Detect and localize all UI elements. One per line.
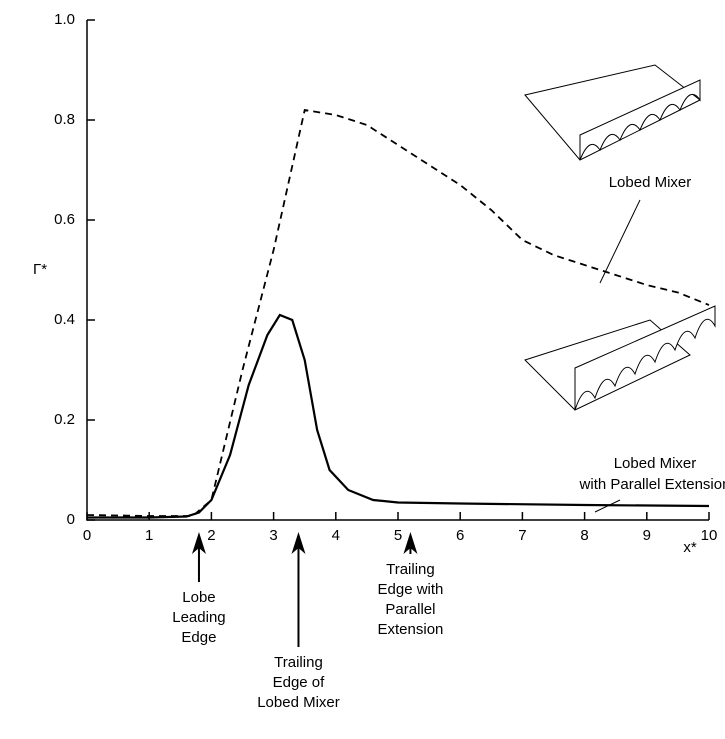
leader-line — [599, 199, 641, 284]
legend-label: Lobed Mixer — [614, 455, 697, 472]
annotation-text: Trailing — [386, 561, 435, 578]
arrow-head — [191, 532, 206, 554]
x-tick-label: 2 — [207, 527, 215, 544]
lobed-mixer-sketch — [524, 64, 701, 161]
x-tick-label: 3 — [269, 527, 277, 544]
y-tick-label: 0.4 — [54, 311, 75, 328]
extended-mixer-sketch — [524, 305, 716, 411]
annotation-text: Lobed Mixer — [257, 694, 340, 711]
x-tick-label: 5 — [394, 527, 402, 544]
legend-label: Lobed Mixer — [609, 174, 692, 191]
y-tick-label: 0 — [67, 511, 75, 528]
annotation-text: Parallel — [385, 601, 435, 618]
annotation-text: Edge of — [273, 674, 326, 691]
x-tick-label: 0 — [83, 527, 91, 544]
x-tick-label: 8 — [580, 527, 588, 544]
x-tick-label: 6 — [456, 527, 464, 544]
x-tick-label: 7 — [518, 527, 526, 544]
arrow-head — [291, 532, 306, 554]
y-tick-label: 0.2 — [54, 411, 75, 428]
x-tick-label: 10 — [701, 527, 718, 544]
annotation-text: Edge — [181, 629, 216, 646]
y-tick-label: 0.6 — [54, 211, 75, 228]
annotation-text: Leading — [172, 609, 225, 626]
x-tick-label: 9 — [643, 527, 651, 544]
y-tick-label: 0.8 — [54, 111, 75, 128]
x-tick-label: 1 — [145, 527, 153, 544]
arrow-head — [403, 532, 418, 554]
series-line — [87, 313, 710, 519]
legend-label: with Parallel Extension — [579, 476, 725, 493]
y-tick-label: 1.0 — [54, 11, 75, 28]
annotation-text: Trailing — [274, 654, 323, 671]
y-axis-label: Γ* — [33, 261, 47, 278]
annotation-text: Edge with — [378, 581, 444, 598]
annotation-text: Lobe — [182, 589, 215, 606]
x-tick-label: 4 — [332, 527, 340, 544]
series-line — [86, 108, 710, 517]
x-axis-label: x* — [683, 539, 697, 556]
annotation-text: Extension — [378, 621, 444, 638]
